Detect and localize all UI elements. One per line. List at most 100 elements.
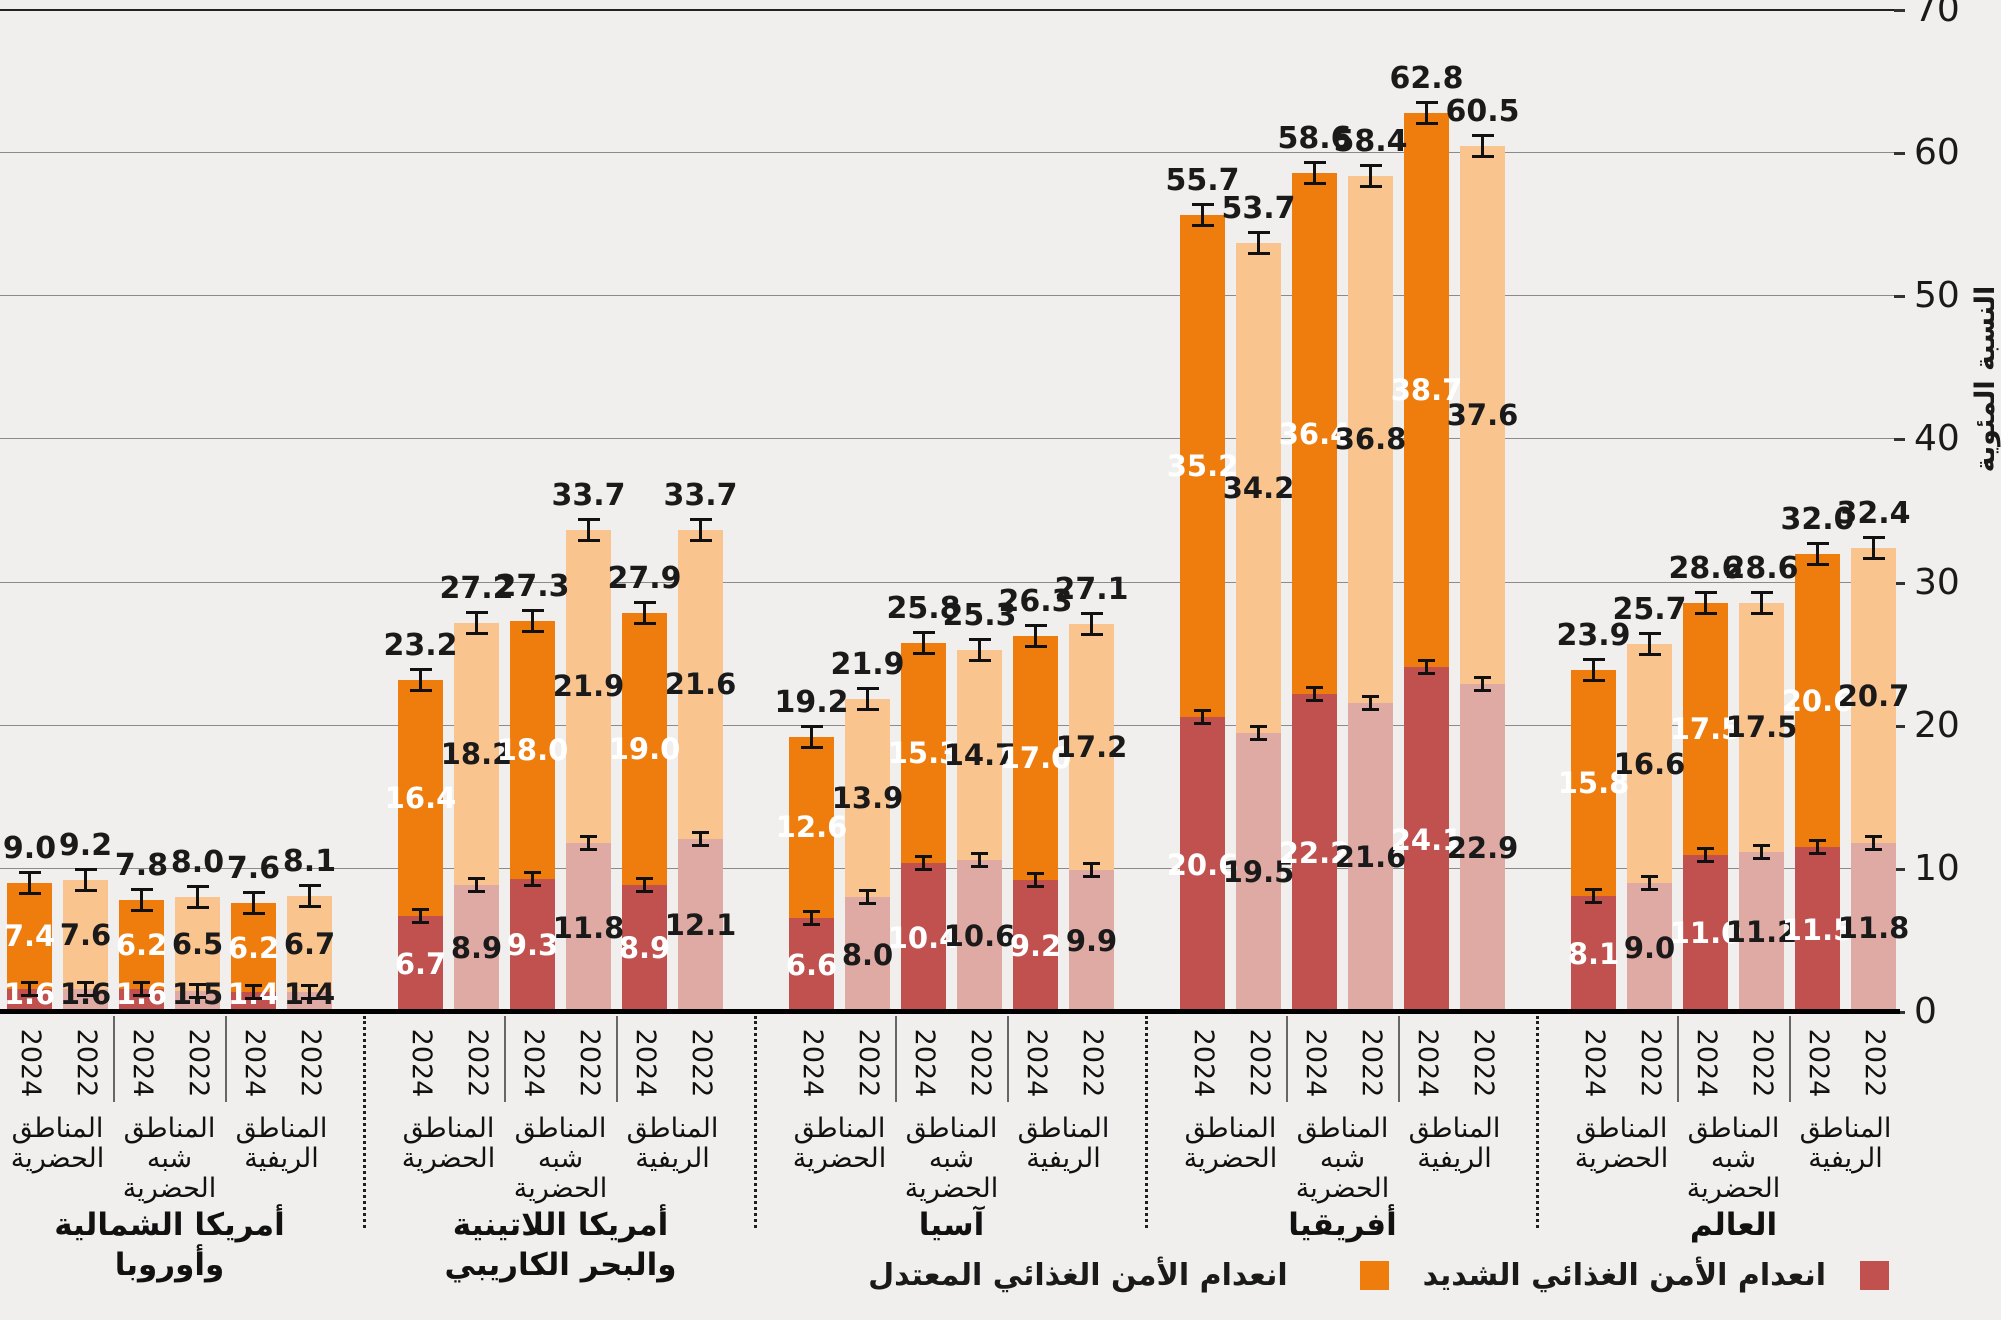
error-bar-severe — [803, 909, 820, 926]
segment-severe — [7, 989, 52, 1012]
subgroup-separator — [1397, 1016, 1400, 1102]
moderate-value-label: 20.6 — [1781, 683, 1854, 718]
severe-value-label: 22.2 — [1278, 836, 1351, 871]
y-tick-label: 10 — [1914, 847, 1960, 889]
segment-severe — [1404, 667, 1449, 1012]
error-bar-severe — [245, 983, 262, 1000]
total-value-label: 53.7 — [1221, 191, 1296, 227]
severe-value-label: 8.9 — [450, 931, 503, 966]
total-value-label: 33.7 — [551, 477, 626, 513]
segment-severe — [63, 989, 108, 1012]
y-tick-label: 40 — [1914, 418, 1960, 460]
segment-severe — [901, 863, 946, 1012]
subgroup-separator — [224, 1016, 227, 1102]
bar-2024 — [231, 903, 276, 1012]
bar-2024 — [1795, 553, 1840, 1012]
subgroup-label: المناطق الحضرية — [1574, 1113, 1669, 1175]
severe-value-label: 9.9 — [1065, 924, 1118, 959]
subgroup-label: المناطق الحضرية — [792, 1113, 887, 1175]
x-year-label: 2022 — [1746, 1028, 1778, 1098]
moderate-value-label: 36.4 — [1278, 416, 1351, 451]
segment-moderate — [789, 737, 834, 918]
x-year-label: 2024 — [1578, 1028, 1610, 1098]
severe-value-label: 9.2 — [1009, 929, 1062, 964]
subgroup-label: المناطق الريفية — [1017, 1113, 1110, 1175]
severe-value-label: 10.4 — [887, 920, 960, 955]
error-bar-total — [1638, 632, 1661, 657]
error-bar-severe — [915, 855, 932, 872]
subgroup-separator — [503, 1016, 506, 1102]
error-bar-severe — [971, 852, 988, 869]
x-year-label: 2024 — [126, 1028, 158, 1098]
gridline-70 — [0, 9, 1900, 11]
total-value-label: 27.1 — [1054, 572, 1129, 608]
error-bar-severe — [1865, 835, 1882, 852]
moderate-value-label: 36.8 — [1334, 422, 1407, 457]
segment-severe — [1795, 847, 1840, 1012]
moderate-value-label: 16.4 — [384, 781, 457, 815]
segment-moderate — [1069, 624, 1114, 871]
moderate-value-label: 35.2 — [1166, 448, 1239, 483]
bar-2022 — [845, 698, 890, 1012]
error-bar-total — [1247, 231, 1270, 256]
error-bar-severe — [189, 982, 206, 999]
x-year-label: 2024 — [1802, 1028, 1834, 1098]
bar-2024 — [1292, 173, 1337, 1012]
severe-value-label: 6.6 — [785, 947, 838, 982]
error-bar-total — [521, 609, 544, 634]
error-bar-severe — [1083, 862, 1100, 879]
segment-severe — [175, 990, 220, 1012]
x-year-label: 2024 — [629, 1028, 661, 1098]
segment-moderate — [398, 679, 443, 917]
segment-severe — [566, 843, 611, 1012]
segment-moderate — [1013, 635, 1058, 881]
total-value-label: 25.8 — [886, 590, 961, 626]
total-value-label: 8.1 — [282, 844, 337, 880]
error-bar-total — [1191, 202, 1214, 227]
segment-moderate — [1348, 176, 1393, 703]
segment-moderate — [7, 883, 52, 990]
total-value-label: 32.0 — [1780, 501, 1855, 537]
axis-tick — [1894, 867, 1905, 871]
severe-value-label: 11.2 — [1725, 914, 1798, 949]
error-bar-severe — [1474, 676, 1491, 693]
severe-value-label: 8.9 — [618, 931, 671, 966]
severe-value-label: 8.1 — [1567, 937, 1620, 972]
moderate-value-label: 15.8 — [1557, 765, 1630, 800]
error-bar-total — [1024, 623, 1047, 648]
total-value-label: 26.3 — [998, 583, 1073, 619]
axis-tick — [1894, 295, 1905, 299]
segment-moderate — [566, 529, 611, 844]
segment-moderate — [1292, 173, 1337, 695]
gridline-30 — [0, 581, 1900, 583]
x-year-label: 2024 — [908, 1028, 940, 1098]
y-tick-label: 20 — [1914, 704, 1960, 746]
segment-severe — [622, 884, 667, 1012]
moderate-value-label: 7.6 — [59, 917, 112, 952]
total-value-label: 21.9 — [830, 646, 905, 682]
subgroup-separator — [1285, 1016, 1288, 1102]
error-bar-severe — [580, 835, 597, 852]
y-tick-label: 30 — [1914, 561, 1960, 603]
subgroup-label: المناطق شبه الحضرية — [904, 1113, 999, 1205]
total-value-label: 28.6 — [1724, 550, 1799, 586]
x-year-label: 2022 — [1355, 1028, 1387, 1098]
x-year-label: 2022 — [573, 1028, 605, 1098]
total-value-label: 55.7 — [1165, 162, 1240, 198]
bar-2022 — [1851, 548, 1896, 1012]
gridline-0 — [0, 1009, 1900, 1014]
error-bar-severe — [524, 870, 541, 887]
subgroup-label: المناطق شبه الحضرية — [122, 1113, 217, 1205]
axis-tick — [1894, 152, 1905, 156]
error-bar-severe — [636, 876, 653, 893]
x-year-label: 2022 — [1243, 1028, 1275, 1098]
total-value-label: 27.9 — [607, 560, 682, 596]
x-year-label: 2024 — [1020, 1028, 1052, 1098]
moderate-value-label: 13.9 — [831, 781, 904, 815]
x-year-label: 2022 — [852, 1028, 884, 1098]
error-bar-severe — [1753, 843, 1770, 860]
group-label: أمريكا اللاتينية والبحر الكاريبي — [444, 1207, 677, 1283]
error-bar-total — [689, 517, 712, 542]
error-bar-total — [1415, 101, 1438, 126]
error-bar-total — [1750, 590, 1773, 615]
